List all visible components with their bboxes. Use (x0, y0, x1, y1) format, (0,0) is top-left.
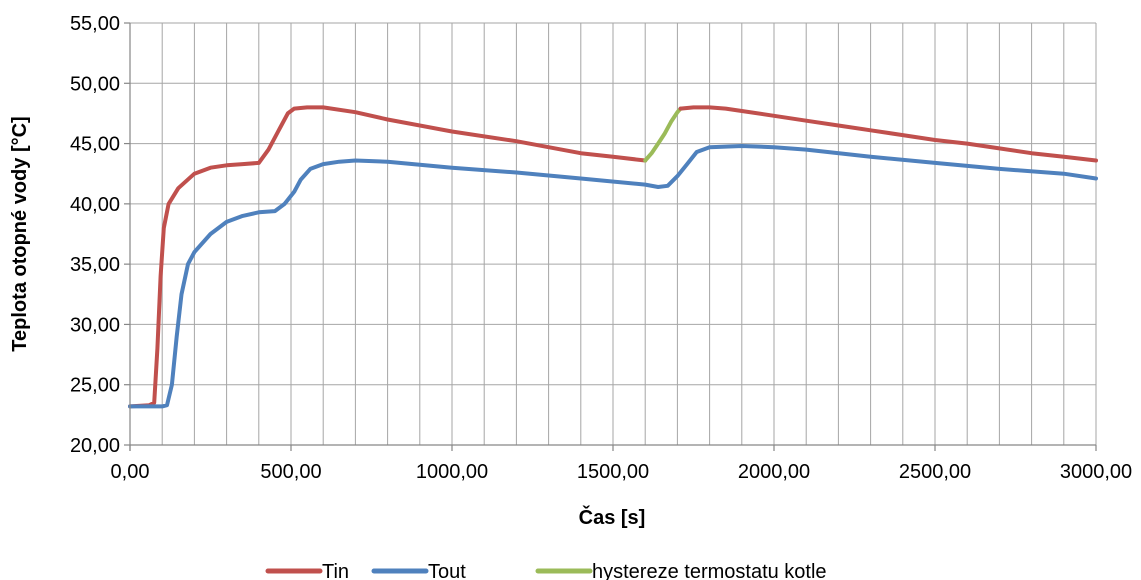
series-line-tin-continued (678, 105, 1098, 163)
y-tick-label: 45,00 (70, 134, 120, 156)
x-axis-title: Čas [s] (579, 505, 646, 529)
series-line-hystereze-termostatu-kotle (643, 106, 683, 163)
series-lines (128, 105, 1098, 409)
legend-label-tout: Tout (428, 561, 466, 580)
grid (129, 22, 1097, 446)
y-tick-label: 55,00 (70, 13, 120, 35)
x-tick-label: 500,00 (260, 461, 321, 483)
y-tick-label: 25,00 (70, 375, 120, 397)
x-tick-label: 1500,00 (577, 461, 649, 483)
x-tick-label: 1000,00 (416, 461, 488, 483)
series-line-tout (128, 144, 1098, 409)
y-tick-label: 50,00 (70, 73, 120, 95)
x-tick-label: 3000,00 (1060, 461, 1132, 483)
y-tick-label: 35,00 (70, 254, 120, 276)
x-tick-label: 2500,00 (899, 461, 971, 483)
y-tick-label: 30,00 (70, 314, 120, 336)
y-axis-title: Teplota otopné vody [°C] (9, 116, 31, 351)
legend-label-hystereze-termostatu-kotle: hystereze termostatu kotle (592, 561, 827, 580)
y-tick-label: 40,00 (70, 194, 120, 216)
x-tick-label: 2000,00 (738, 461, 810, 483)
legend: Tin Tout hystereze termostatu kotle (265, 561, 827, 580)
axes: 20,00 25,00 30,00 35,00 40,00 45,00 50,00 55,00… (70, 13, 1132, 483)
legend-label-tin: Tin (322, 561, 349, 580)
y-tick-label: 20,00 (70, 435, 120, 457)
series-line-tin (128, 105, 648, 409)
x-tick-label: 0,00 (111, 461, 150, 483)
